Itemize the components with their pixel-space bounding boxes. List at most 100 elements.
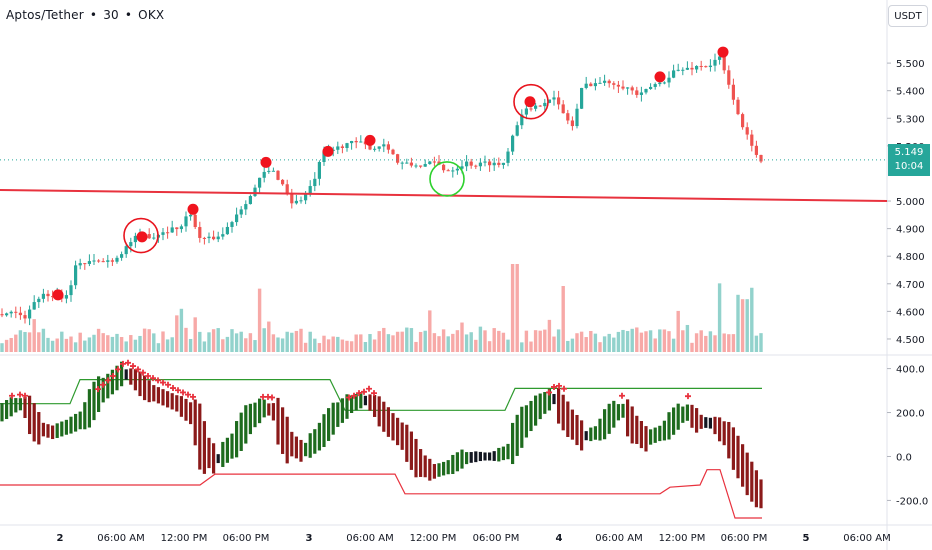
candle-body [524,108,528,115]
osc-tick-label: 200.0 [896,409,925,420]
volume-bar [625,331,630,352]
osc-cross-marker [160,379,166,386]
volume-bar [395,331,400,352]
volume-bar [451,333,455,352]
osc-bar [147,380,151,403]
candle-body [538,105,542,107]
osc-bar [262,399,266,418]
y-tick-label: 5.300 [896,114,925,125]
x-tick-label: 5 [803,533,810,544]
candle-body [639,92,643,95]
osc-bar [589,427,593,442]
osc-bar [511,422,515,465]
volume-bar [432,333,437,352]
x-tick-label: 06:00 AM [97,533,144,544]
candle-body [616,84,620,87]
candle-body [483,161,487,163]
highlight-circle-green [429,161,465,197]
candle-body [690,67,694,70]
candle-body [106,260,110,262]
osc-bar [83,402,87,430]
osc-bar [5,399,9,420]
osc-bar [690,404,694,428]
osc-bar [281,407,285,454]
volume-bar [469,332,473,352]
volume-bar [129,335,133,352]
candle-body [28,309,32,319]
last-price-value: 5.149 [894,147,924,158]
osc-bar [584,431,588,441]
volume-bar [515,264,519,352]
osc-bar [552,394,556,405]
osc-bar [442,461,446,476]
osc-bar [750,461,754,502]
candle-body [313,178,317,187]
osc-bar [603,409,607,440]
osc-upper-band [0,379,762,411]
volume-bar [708,331,713,352]
volume-bar [124,341,128,352]
volume-bar [745,299,749,352]
candle-body [202,237,206,239]
candle-body [166,232,170,234]
osc-bar [423,455,427,478]
volume-bar [110,336,115,352]
osc-bar [488,452,492,461]
osc-bar [239,412,243,451]
volume-bar [248,333,253,352]
osc-bar [474,451,478,463]
candle-body [759,154,763,162]
candle-body [506,151,510,163]
volume-bar [179,308,184,352]
volume-bar [391,335,395,352]
volume-bar [147,329,151,352]
candle-body [589,83,593,87]
volume-bar [83,340,87,352]
candle-body [258,177,262,188]
volume-bar [294,330,299,352]
osc-bar [639,420,643,449]
osc-bar [704,417,708,428]
osc-bar [580,420,584,451]
volume-bar [566,340,570,352]
candle-body [267,170,271,172]
osc-bar [253,402,257,428]
osc-cross-marker [180,389,186,396]
osc-bar [713,416,717,435]
osc-bar [547,388,551,411]
osc-bar [667,412,671,440]
candle-body [299,200,303,202]
x-tick-label: 12:00 PM [659,533,706,544]
volume-bar [331,336,335,352]
osc-bar [754,470,758,508]
volume-bar [14,334,18,352]
volume-bar [37,332,41,352]
candle-body [428,161,432,165]
osc-bar [676,403,680,430]
osc-bar [327,408,331,441]
candle-body [290,193,294,204]
candle-body [276,170,280,180]
osc-tick-label: 400.0 [896,365,925,376]
volume-bar [257,288,262,352]
osc-cross-marker [110,372,116,379]
candle-body [179,226,183,230]
volume-bar [340,339,345,352]
osc-cross-marker [366,385,372,392]
osc-bar [391,413,395,441]
osc-bar [451,454,455,474]
x-tick-label: 12:00 PM [410,533,457,544]
x-tick-label: 06:00 PM [223,533,270,544]
osc-cross-marker [140,369,146,376]
x-tick-label: 06:00 AM [595,533,642,544]
candle-body [423,164,427,167]
candle-body [630,87,634,91]
candle-body [534,105,538,109]
volume-bar [662,329,667,352]
osc-bar [718,417,722,442]
currency-button[interactable]: USDT [888,5,928,27]
osc-bar [382,401,386,432]
candle-body [653,84,657,87]
volume-bar [653,338,657,352]
